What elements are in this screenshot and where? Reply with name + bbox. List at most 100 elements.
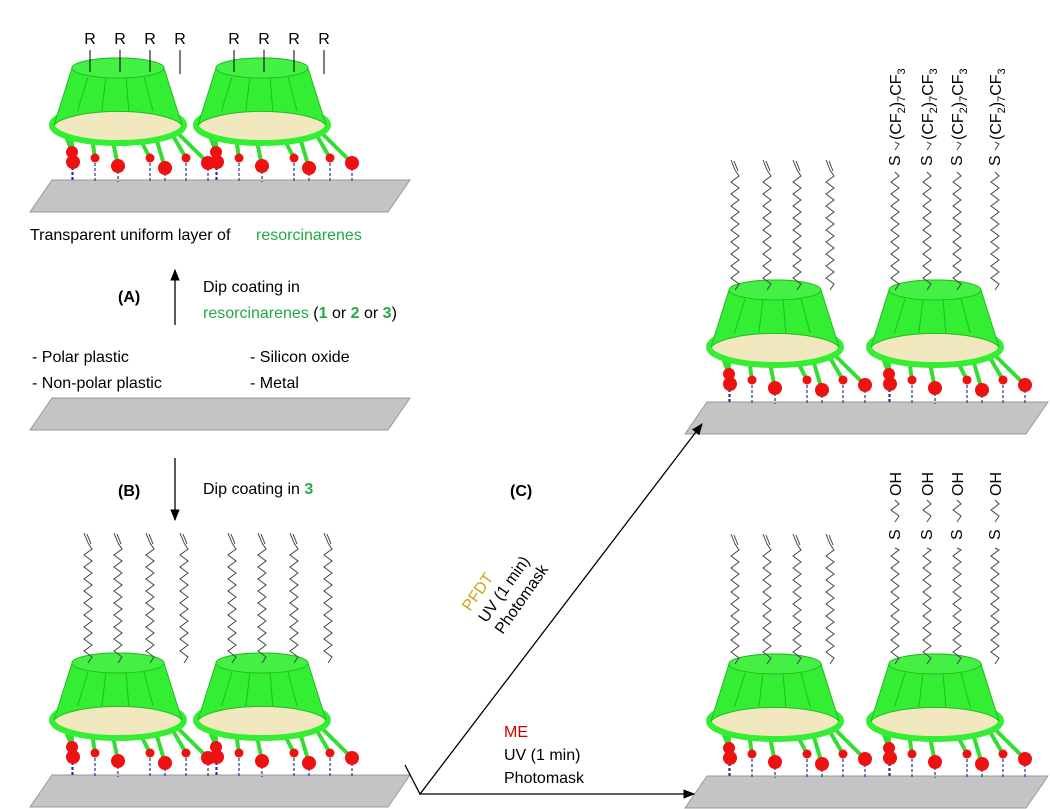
oxygen <box>723 751 737 765</box>
alkyl-chain <box>762 169 772 291</box>
text-part: 7 <box>996 96 1008 102</box>
cone-stripe <box>894 672 906 708</box>
cone-stripe <box>960 672 971 708</box>
r-label: R <box>84 31 96 48</box>
alkyl-chain <box>926 141 932 151</box>
cone-stripe <box>782 298 787 334</box>
cone-stripe <box>125 671 130 707</box>
upper-conditions: PFDT UV (1 min) Photomask <box>459 553 552 637</box>
r-label: R <box>318 31 330 48</box>
oxygen <box>234 748 244 758</box>
oxygen <box>302 756 316 770</box>
substrate-option: - Metal <box>250 375 299 392</box>
cone-stripe <box>734 298 746 334</box>
oxygen <box>289 748 299 758</box>
r-label: R <box>114 31 126 48</box>
alkene <box>795 534 801 546</box>
cone-stripe <box>77 671 89 707</box>
text-part: 3 <box>958 68 970 74</box>
oxygen <box>66 155 80 169</box>
alkyl-chain <box>83 542 93 664</box>
alkene <box>795 160 801 172</box>
alkyl-chain <box>994 141 1000 151</box>
resorcinarene <box>193 57 359 182</box>
oxygen <box>928 381 942 395</box>
oxygen <box>66 146 78 158</box>
alkene <box>730 159 736 171</box>
text-part: (CF <box>888 113 905 140</box>
cone-stripe <box>143 671 154 707</box>
linker: S <box>919 155 936 166</box>
alkene <box>825 159 831 171</box>
condition: Photomask <box>504 770 585 787</box>
text-part: 7 <box>896 96 908 102</box>
cone-stripe <box>269 671 274 707</box>
linker: S <box>949 529 966 540</box>
r-label: R <box>258 31 270 48</box>
alkene <box>257 532 263 544</box>
oxygen <box>181 748 191 758</box>
oxygen <box>907 749 917 759</box>
alkyl-chain <box>792 543 802 665</box>
oxygen <box>158 161 172 175</box>
linker: S <box>887 529 904 540</box>
oxygen <box>181 153 191 163</box>
cone-stripe <box>287 76 298 112</box>
alkyl-chain <box>952 547 962 665</box>
cone-stripe <box>125 76 130 112</box>
tail: (CF2)7CF3 <box>988 68 1008 140</box>
oxygen <box>325 748 335 758</box>
alkyl-chain <box>890 499 900 523</box>
text-part: 2 <box>996 107 1008 113</box>
cone-stripe <box>942 298 947 334</box>
alkyl-chain <box>922 499 932 523</box>
oxygen <box>802 749 812 759</box>
alkyl-chain <box>922 171 932 291</box>
text-part: or <box>360 305 383 322</box>
text-part: Dip coating in <box>203 481 304 498</box>
alkene <box>292 533 298 545</box>
condition: UV (1 min) <box>504 747 580 764</box>
cone-stripe <box>269 76 274 112</box>
oxygen <box>858 378 872 392</box>
substrate-option: - Non-polar plastic <box>32 375 162 392</box>
leg <box>831 725 867 761</box>
arrow-c-upper <box>404 423 703 796</box>
resorcinarene <box>49 652 215 777</box>
text-part: CF <box>988 74 1005 96</box>
oxygen <box>345 156 359 170</box>
cone-stripe <box>758 298 764 334</box>
cone-top <box>71 57 165 79</box>
oxygen <box>907 375 917 385</box>
oxygen <box>302 161 316 175</box>
resorcinarene <box>706 653 872 778</box>
text-part: 2 <box>896 107 908 113</box>
step-a-label: (A) <box>118 289 140 306</box>
alkyl-chain <box>890 547 900 665</box>
alkyl-chain <box>730 169 740 291</box>
text-part: 2 <box>958 107 970 113</box>
tail: (CF2)7CF3 <box>950 68 970 140</box>
linker: S <box>987 155 1004 166</box>
alkyl-chain <box>825 543 835 665</box>
alkyl-chain <box>952 171 962 291</box>
oxygen <box>883 368 895 380</box>
cone-stripe <box>800 672 811 708</box>
cone-stripe <box>918 672 924 708</box>
cone-stripe <box>245 76 251 112</box>
text-part: 3 <box>304 481 313 498</box>
alkene <box>765 160 771 172</box>
alkene <box>116 533 122 545</box>
substrate <box>684 401 1049 435</box>
text-part: 3 <box>996 68 1008 74</box>
alkyl-chain <box>952 499 962 523</box>
oxygen <box>747 749 757 759</box>
alkene <box>83 532 89 544</box>
alkyl-chain <box>825 169 835 291</box>
oxygen <box>158 756 172 770</box>
oxygen <box>723 368 735 380</box>
oxygen <box>145 748 155 758</box>
tail: (CF2)7CF3 <box>920 68 940 140</box>
linker: S <box>887 155 904 166</box>
